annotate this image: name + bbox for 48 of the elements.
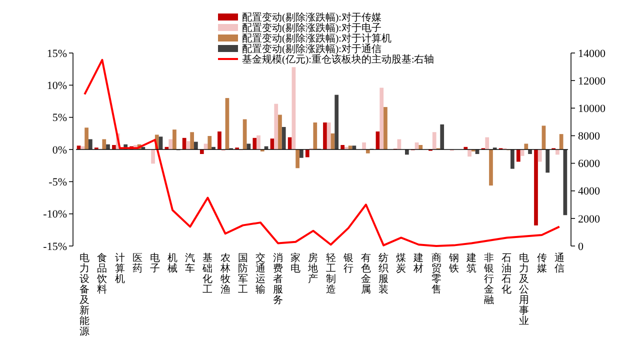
x-tick-label: 电力设备及新能源: [80, 252, 90, 338]
y-tick-label: 10%: [46, 80, 67, 92]
x-tick-label: 农林牧渔: [219, 253, 230, 296]
x-tick-label: 国防军工: [238, 253, 248, 296]
x-tick-label: 交通运输: [255, 252, 266, 296]
y2-tick-label: 2000: [578, 213, 600, 226]
y2-tick-label: 10000: [578, 102, 606, 115]
y2-tick-label: 4000: [578, 186, 600, 198]
x-tick-label: 商贸零售: [431, 252, 442, 296]
x-tick-label: 有色金属: [360, 252, 371, 296]
x-tick-label: 传媒: [536, 253, 547, 274]
y-tick-label: -15%: [43, 240, 67, 253]
x-tick-label: 煤炭: [396, 252, 406, 274]
x-tick-label: 房地产: [307, 252, 318, 285]
x-tick-label: 汽车: [185, 252, 196, 274]
y2-tick-label: 0: [578, 240, 584, 253]
y2-tick-label: 14000: [578, 48, 606, 60]
x-tick-label: 机械: [168, 252, 178, 274]
y2-tick-label: 6000: [578, 158, 600, 170]
x-tick-label: 建筑: [465, 252, 476, 274]
y-tick-label: 5%: [52, 112, 67, 124]
x-tick-label: 纺织服装: [378, 252, 389, 296]
y-tick-label: -10%: [43, 208, 67, 221]
x-tick-label: 医药: [132, 253, 142, 274]
x-tick-label: 银行: [342, 253, 354, 274]
x-tick-label: 钢铁: [448, 253, 459, 274]
y-tick-label: -5%: [48, 176, 67, 189]
y-tick-label: 15%: [46, 48, 67, 60]
x-tick-label: 轻工制造: [326, 252, 336, 296]
y2-tick-label: 12000: [578, 75, 606, 88]
x-tick-label: 电力及公用事业: [519, 252, 530, 327]
y-tick-label: 0%: [52, 144, 67, 156]
legend-label: 配置变动(剔除涨跌幅):对于通信: [242, 43, 382, 55]
x-tick-label: 石油石化: [502, 253, 512, 296]
x-tick-label: 计算机: [114, 252, 125, 285]
x-tick-label: 电子: [150, 252, 160, 274]
legend-label: 基金规模(亿元):重仓该板块的主动股基:右轴: [242, 54, 434, 66]
y2-tick-label: 8000: [578, 130, 600, 143]
x-tick-label: 消费者服务: [273, 252, 284, 306]
x-tick-label: 食品饮料: [96, 252, 108, 296]
legend-label: 配置变动(剔除涨跌幅):对于传媒: [242, 12, 382, 24]
x-tick-label: 非银行金融: [483, 252, 494, 306]
x-tick-label: 家电: [290, 252, 301, 274]
legend-label: 配置变动(剔除涨跌幅):对于计算机: [242, 32, 392, 44]
x-tick-label: 建材: [412, 252, 424, 274]
legend-label: 配置变动(剔除涨跌幅):对于电子: [242, 22, 382, 34]
x-tick-label: 基础化工: [202, 252, 213, 296]
x-tick-label: 通信: [554, 252, 564, 274]
